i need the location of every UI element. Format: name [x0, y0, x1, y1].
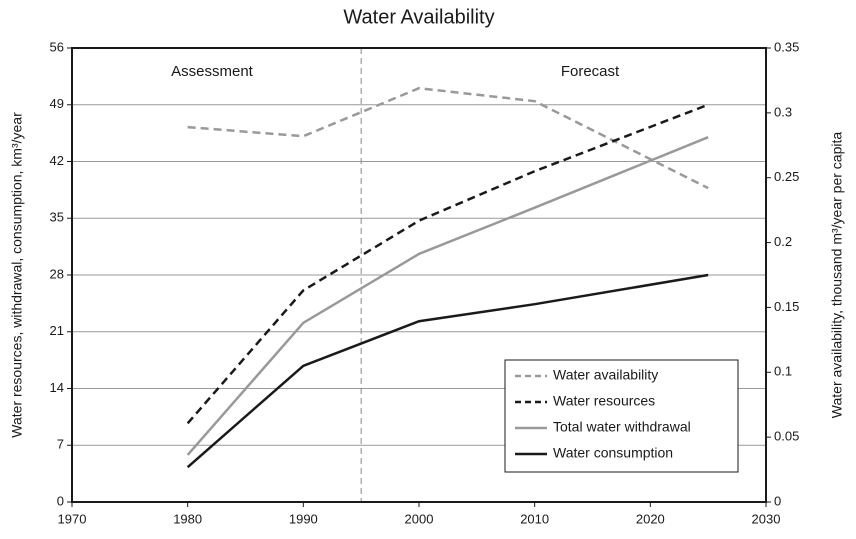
y2-tick-label: 0.25 [774, 169, 799, 184]
x-tick-label: 2000 [405, 511, 434, 526]
x-tick-label: 1990 [289, 511, 318, 526]
y-tick-label: 0 [57, 493, 64, 508]
x-tick-label: 2030 [752, 511, 781, 526]
chart-title: Water Availability [343, 6, 494, 28]
y-axis-label: Water resources, withdrawal, consumption… [9, 112, 25, 438]
x-tick-label: 1980 [173, 511, 202, 526]
y-tick-label: 7 [57, 437, 64, 452]
legend-label: Water resources [553, 393, 655, 409]
series-line [186, 103, 709, 425]
y-tick-label: 56 [50, 39, 64, 54]
y-tick-label: 14 [50, 380, 64, 395]
legend-label: Total water withdrawal [553, 419, 691, 435]
y2-tick-label: 0.05 [774, 429, 799, 444]
y-tick-label: 49 [50, 96, 64, 111]
y2-tick-label: 0.15 [774, 299, 799, 314]
y2-tick-label: 0.3 [774, 104, 792, 119]
y2-tick-label: 0.2 [774, 234, 792, 249]
x-tick-label: 2010 [520, 511, 549, 526]
series-line [186, 136, 709, 456]
annotation: Assessment [171, 63, 254, 80]
legend-label: Water availability [553, 367, 658, 383]
y-tick-label: 21 [50, 323, 64, 338]
y-tick-label: 28 [50, 266, 64, 281]
legend-label: Water consumption [553, 445, 673, 461]
series-line [186, 273, 709, 469]
x-tick-label: 2020 [636, 511, 665, 526]
plot-frame [71, 47, 767, 503]
y2-tick-label: 0.35 [774, 39, 799, 54]
x-tick-label: 1970 [58, 511, 87, 526]
y2-tick-label: 0 [774, 493, 781, 508]
y2-axis-label: Water availability, thousand m³/year per… [829, 132, 845, 419]
y-tick-label: 42 [50, 153, 64, 168]
annotation: Forecast [561, 63, 620, 80]
y-tick-label: 35 [50, 210, 64, 225]
series-line [187, 86, 709, 190]
y2-tick-label: 0.1 [774, 364, 792, 379]
